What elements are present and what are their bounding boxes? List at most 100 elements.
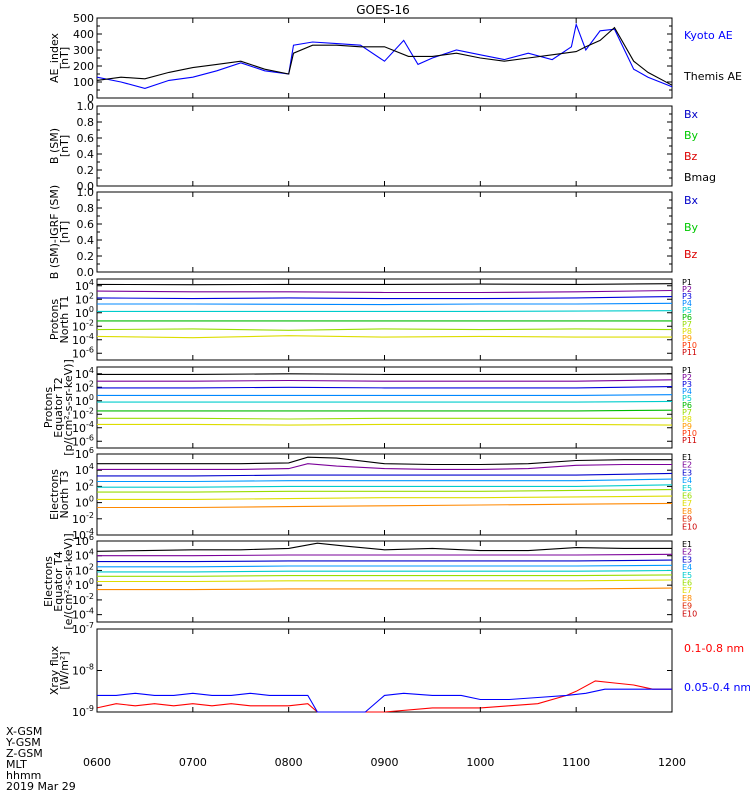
legend-e2: E2 <box>682 461 692 470</box>
panel-frame <box>96 191 673 273</box>
legend-p4: P4 <box>682 387 692 396</box>
y-tick-label: 0.2 <box>77 164 95 177</box>
legend-e6: E6 <box>682 579 692 588</box>
legend-p11: P11 <box>682 436 697 445</box>
legend-e3: E3 <box>682 468 692 477</box>
legend-p2: P2 <box>682 285 692 294</box>
legend-e9: E9 <box>682 602 692 611</box>
legend-e6: E6 <box>682 492 692 501</box>
legend-bz: Bz <box>684 248 698 261</box>
y-tick-label: 0.0 <box>77 266 95 279</box>
series-e3 <box>97 472 673 477</box>
y-tick-label: 300 <box>73 44 94 57</box>
y-tick-label: 0.6 <box>77 132 95 145</box>
legend-p1: P1 <box>682 366 692 375</box>
y-tick-label: 104 <box>75 548 94 563</box>
footer-hhmm: hhmm <box>6 769 41 782</box>
y-axis-label: North T1 <box>58 296 71 344</box>
y-tick-label: 102 <box>75 562 94 577</box>
legend-p7: P7 <box>682 320 692 329</box>
legend-e10: E10 <box>682 609 697 618</box>
y-axis-label: [nT] <box>58 135 71 157</box>
y-tick-label: 10-6 <box>72 345 94 360</box>
y-axis-label: [nT] <box>58 221 71 243</box>
y-axis-label: Protons <box>42 387 55 428</box>
series-themis-ae <box>96 26 673 86</box>
legend-e2: E2 <box>682 548 692 557</box>
legend-p7: P7 <box>682 408 692 417</box>
legend-e4: E4 <box>682 563 692 572</box>
y-axis-label: Electrons <box>42 556 55 607</box>
y-axis-label: [p/(cm²-s-sr-keV)] <box>62 359 75 456</box>
y-tick-label: 10-4 <box>72 607 94 622</box>
series-e1 <box>97 456 672 466</box>
y-tick-label: 0.6 <box>77 218 95 231</box>
legend-p8: P8 <box>682 415 692 424</box>
series-p1 <box>96 283 673 286</box>
panel-xray: 10-7 10-8 10-9 Xray flux[W/m²] 0.1-0.8 nm 0.0… <box>48 621 750 719</box>
y-tick-label: 500 <box>73 12 94 25</box>
y-tick-label: 10-2 <box>72 511 94 526</box>
y-tick-label: 104 <box>75 462 94 477</box>
legend-p4: P4 <box>682 299 692 308</box>
legend-bx: Bx <box>684 194 699 207</box>
legend-ae-1: Themis AE <box>683 70 742 83</box>
legend-e4: E4 <box>682 476 692 485</box>
legend-e1: E1 <box>682 453 692 462</box>
y-tick-label: 106 <box>75 446 94 461</box>
series-p1 <box>97 373 673 375</box>
legend-p3: P3 <box>682 380 692 389</box>
plot-title: GOES-16 <box>356 3 410 17</box>
legend-p8: P8 <box>682 327 692 336</box>
series-e3 <box>97 559 673 563</box>
series-e2 <box>97 463 672 470</box>
y-axis-label: Xray flux <box>48 645 61 695</box>
y-tick-label: 102 <box>75 478 94 493</box>
legend-by: By <box>684 129 699 142</box>
y-tick-label: 0.8 <box>77 116 95 129</box>
series-p7 <box>96 328 673 331</box>
legend-e5: E5 <box>682 484 692 493</box>
legend-p2: P2 <box>682 373 692 382</box>
footer-y-gsm: Y-GSM <box>5 736 41 749</box>
series-p3 <box>97 386 673 389</box>
y-tick-label: 1.0 <box>77 186 95 199</box>
series-p7 <box>97 417 672 420</box>
y-axis-label: B (SM) <box>48 128 61 164</box>
series-e4 <box>97 564 673 568</box>
x-tick-label: 0800 <box>275 756 303 769</box>
y-tick-label: 100 <box>75 495 94 510</box>
series-e1 <box>96 542 672 552</box>
legend-e7: E7 <box>682 499 692 508</box>
y-axis-label: [W/m²] <box>58 651 71 689</box>
y-tick-label: 100 <box>75 577 94 592</box>
panel-ae: 0 100 200 300 400 500 AE_index[nT] Kyoto AE Them… <box>48 12 742 105</box>
series-e7 <box>97 579 673 583</box>
panel-frame <box>96 453 673 536</box>
y-tick-label: 10-7 <box>72 621 94 636</box>
y-tick-label: 200 <box>73 60 94 73</box>
legend-xray-0: 0.1-0.8 nm <box>684 642 744 655</box>
y-axis-label: AE_index <box>48 32 61 83</box>
y-tick-label: 10-9 <box>72 704 94 719</box>
legend-ae-0: Kyoto AE <box>684 29 733 42</box>
legend-p5: P5 <box>682 394 692 403</box>
legend-bz: Bz <box>684 150 698 163</box>
y-tick-label: 10-8 <box>72 663 94 678</box>
y-axis-label: B (SM)-IGRF (SM) <box>48 185 61 279</box>
series-p6 <box>97 409 673 412</box>
series-e5 <box>97 484 673 488</box>
series-p8 <box>97 423 673 426</box>
x-tick-label: 1100 <box>562 756 590 769</box>
footer-labels: X-GSM Y-GSM Z-GSM MLT hhmm 2019 Mar 29 <box>5 725 76 793</box>
y-tick-label: 106 <box>75 533 94 548</box>
series-e2 <box>97 553 673 557</box>
series-p4 <box>97 302 673 306</box>
y-axis-label: [e/(cm²-s-sr-keV)] <box>62 533 75 629</box>
y-tick-label: 0 <box>87 92 94 105</box>
x-tick-label: 0700 <box>179 756 207 769</box>
y-tick-label: 0.4 <box>77 148 95 161</box>
legend-p6: P6 <box>682 401 692 410</box>
